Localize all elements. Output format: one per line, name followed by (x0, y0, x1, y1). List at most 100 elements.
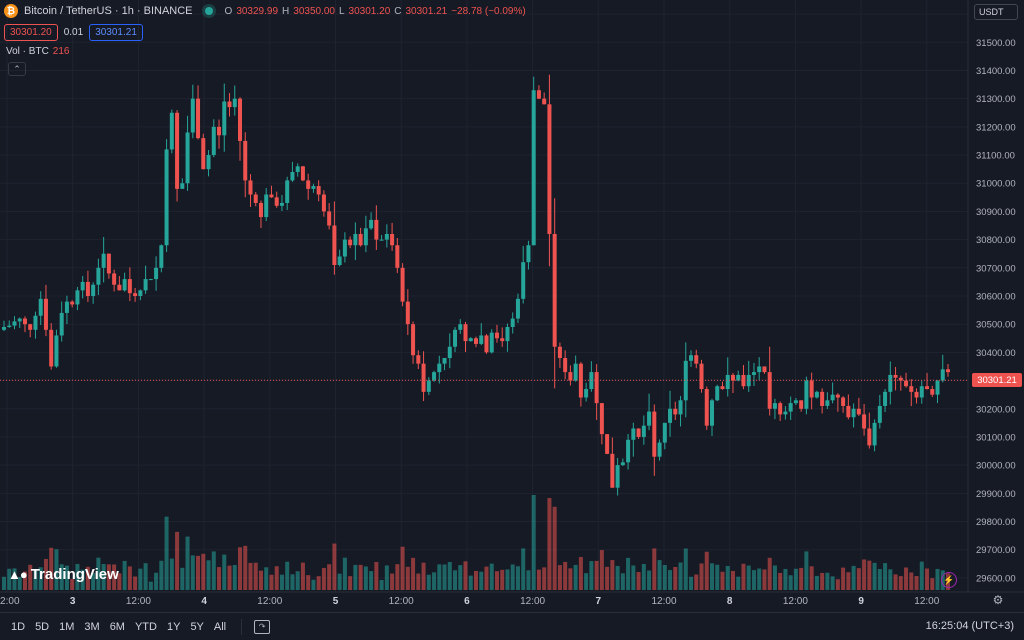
range-1m-button[interactable]: 1M (59, 620, 75, 633)
price-chart[interactable]: 31600.0031500.0031400.0031300.0031200.00… (0, 0, 1024, 612)
lightning-icon[interactable]: ⚡ (941, 572, 957, 588)
volume-legend[interactable]: Vol · BTC 216 (6, 46, 69, 57)
price-label: 30600.00 (976, 292, 1016, 303)
candle-body (321, 194, 326, 212)
currency-selector[interactable]: USDT (974, 4, 1018, 20)
volume-bar (636, 572, 641, 590)
volume-bar (300, 562, 305, 590)
candle-body (75, 290, 80, 305)
candle-body (851, 408, 856, 418)
candle-body (689, 355, 694, 361)
candle-body (122, 279, 127, 291)
volume-bar (867, 560, 872, 590)
goto-date-icon[interactable]: ↷ (254, 619, 271, 634)
candle-body (846, 405, 851, 418)
chevron-up-icon[interactable]: ⌃ (8, 62, 26, 76)
volume-bar (285, 561, 290, 590)
candle-body (327, 211, 332, 226)
candle-body (804, 380, 809, 409)
volume-bar (442, 564, 447, 590)
range-5d-button[interactable]: 5D (35, 620, 50, 633)
candle-body (788, 403, 793, 412)
volume-bar (169, 558, 174, 590)
volume-bar (327, 564, 332, 590)
candle-body (940, 369, 945, 381)
volume-bar (211, 551, 216, 590)
candle-body (59, 312, 64, 336)
candle-body (563, 358, 568, 373)
market-open-indicator[interactable] (204, 7, 213, 15)
candle-body (825, 400, 830, 406)
volume-bar (725, 565, 730, 590)
tradingview-logo[interactable]: ▲● TradingView (8, 566, 119, 583)
volume-bar (647, 570, 652, 590)
volume-bar (453, 570, 458, 590)
volume-bar (180, 567, 185, 590)
candle-body (300, 166, 305, 181)
candle-body (201, 138, 206, 170)
volume-bar (49, 547, 54, 590)
volume-bar (201, 553, 206, 590)
price-axis[interactable]: 31600.0031500.0031400.0031300.0031200.00… (976, 10, 1016, 585)
candle-body (615, 465, 620, 488)
price-label: 30700.00 (976, 263, 1016, 274)
volume-bar (369, 571, 374, 590)
range-1d-button[interactable]: 1D (11, 620, 26, 633)
volume-bar (101, 564, 106, 590)
sell-button[interactable]: 30301.20 (4, 24, 58, 41)
candle-body (196, 98, 201, 139)
volume-bar (935, 568, 940, 590)
time-label: 12:00 (389, 596, 414, 607)
range-1y-button[interactable]: 1Y (166, 620, 181, 633)
volume-bar (526, 570, 531, 590)
volume-bar (321, 567, 326, 590)
candle-body (342, 239, 347, 257)
candle-body (206, 155, 211, 170)
time-axis[interactable]: 12:00 3 12:00 4 12:00 5 12:00 6 12:00 7 12:00 8 12:0… (0, 596, 940, 607)
candle-body (437, 363, 442, 373)
time-label: 12:00 (651, 596, 676, 607)
candle-body (741, 374, 746, 387)
volume-bar (736, 576, 741, 590)
volume-bar (2, 576, 6, 590)
volume-bar (563, 561, 568, 590)
volume-bar (217, 567, 222, 590)
gear-icon[interactable]: ⚙ (992, 593, 1004, 607)
clock[interactable]: 16:25:04 (UTC+3) (925, 620, 1014, 632)
volume-bar (342, 557, 347, 590)
candle-body (746, 374, 751, 387)
volume-bar (138, 568, 143, 590)
candle-body (279, 202, 284, 206)
range-all-button[interactable]: All (213, 620, 227, 633)
symbol-title[interactable]: Bitcoin / TetherUS · 1h · BINANCE (24, 5, 193, 17)
candle-body (814, 391, 819, 398)
candle-body (363, 228, 368, 246)
volume-bar (851, 565, 856, 590)
volume-bar (253, 562, 258, 590)
volume-bar (395, 564, 400, 590)
candle-body (38, 298, 43, 316)
candle-body (605, 434, 610, 454)
price-label: 29900.00 (976, 489, 1016, 500)
volume-bar (914, 575, 919, 590)
candle-body (809, 380, 814, 398)
time-label: 8 (727, 596, 733, 607)
volume-bar (106, 564, 111, 590)
candle-body (557, 346, 562, 359)
candle-body (657, 442, 662, 457)
range-6m-button[interactable]: 6M (109, 620, 125, 633)
volume-bar (196, 555, 201, 590)
candle-body (505, 327, 510, 342)
volume-bar (841, 567, 846, 590)
high-key: H (282, 5, 290, 17)
range-ytd-button[interactable]: YTD (134, 620, 157, 633)
buy-button[interactable]: 30301.21 (89, 24, 143, 41)
candle-body (421, 363, 426, 392)
candle-body (898, 377, 903, 381)
candle-body (783, 411, 788, 415)
volume-bar (652, 548, 657, 590)
candle-body (568, 372, 573, 381)
range-3m-button[interactable]: 3M (84, 620, 100, 633)
candle-body (841, 397, 846, 406)
range-5y-button[interactable]: 5Y (190, 620, 204, 633)
